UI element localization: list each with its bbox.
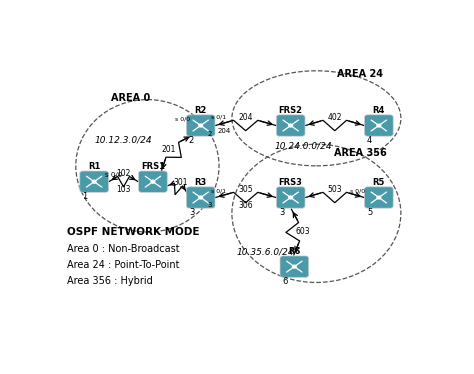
- Text: s 0/1: s 0/1: [211, 188, 227, 194]
- Text: AREA 356: AREA 356: [334, 148, 387, 158]
- Text: 6: 6: [283, 277, 288, 286]
- Text: AREA 24: AREA 24: [337, 69, 383, 79]
- Text: 603: 603: [295, 227, 310, 236]
- FancyBboxPatch shape: [365, 187, 393, 208]
- Text: AREA 0: AREA 0: [111, 93, 151, 103]
- Text: 10.24.0.0/24: 10.24.0.0/24: [275, 141, 332, 150]
- Text: 204: 204: [238, 113, 253, 122]
- Text: 305: 305: [238, 185, 253, 194]
- Circle shape: [199, 124, 202, 127]
- Circle shape: [92, 180, 96, 183]
- Text: R3: R3: [194, 178, 207, 187]
- Text: s 0/0: s 0/0: [350, 188, 365, 194]
- Text: 102: 102: [116, 169, 131, 178]
- FancyBboxPatch shape: [186, 115, 215, 136]
- Text: 2: 2: [189, 136, 194, 145]
- Circle shape: [151, 180, 155, 183]
- Text: 503: 503: [328, 185, 342, 194]
- Text: 1: 1: [82, 192, 88, 201]
- Text: R6: R6: [288, 247, 301, 256]
- FancyBboxPatch shape: [276, 187, 305, 208]
- FancyBboxPatch shape: [80, 171, 109, 192]
- Text: 402: 402: [328, 113, 342, 122]
- Text: FRS1: FRS1: [141, 162, 165, 171]
- Text: 5: 5: [367, 208, 372, 217]
- Text: R4: R4: [373, 106, 385, 115]
- Text: R5: R5: [373, 178, 385, 187]
- Circle shape: [289, 196, 292, 199]
- Text: OSPF NETWORK MODE: OSPF NETWORK MODE: [66, 227, 199, 237]
- Text: 3: 3: [189, 208, 194, 217]
- Text: 306: 306: [238, 201, 253, 210]
- Circle shape: [377, 124, 381, 127]
- Text: FRS2: FRS2: [279, 106, 303, 115]
- Text: Area 356 : Hybrid: Area 356 : Hybrid: [66, 276, 152, 286]
- FancyBboxPatch shape: [280, 256, 309, 277]
- Circle shape: [199, 196, 202, 199]
- FancyBboxPatch shape: [365, 115, 393, 136]
- FancyBboxPatch shape: [276, 115, 305, 136]
- Text: s 0/1: s 0/1: [211, 114, 227, 119]
- Text: 10.12.3.0/24: 10.12.3.0/24: [95, 135, 152, 144]
- Circle shape: [377, 196, 381, 199]
- Text: 204: 204: [218, 128, 231, 134]
- Circle shape: [292, 265, 296, 268]
- Text: Area 24 : Point-To-Point: Area 24 : Point-To-Point: [66, 260, 179, 270]
- Text: FRS3: FRS3: [279, 178, 302, 187]
- FancyBboxPatch shape: [138, 171, 167, 192]
- Text: Area 0 : Non-Broadcast: Area 0 : Non-Broadcast: [66, 244, 179, 254]
- Text: s 0/0: s 0/0: [175, 117, 191, 122]
- Text: 3: 3: [279, 208, 284, 217]
- FancyBboxPatch shape: [186, 187, 215, 208]
- Text: R2: R2: [194, 106, 207, 115]
- Text: 2: 2: [208, 131, 212, 137]
- Text: 4: 4: [367, 136, 372, 145]
- Text: 201: 201: [161, 145, 175, 154]
- Text: 3: 3: [208, 202, 212, 208]
- Text: R1: R1: [88, 162, 100, 171]
- Text: 103: 103: [116, 185, 131, 194]
- Text: 10.35.6.0/24: 10.35.6.0/24: [236, 248, 294, 257]
- Text: 301: 301: [173, 178, 188, 187]
- Circle shape: [289, 124, 292, 127]
- Text: s 0/0: s 0/0: [105, 172, 122, 178]
